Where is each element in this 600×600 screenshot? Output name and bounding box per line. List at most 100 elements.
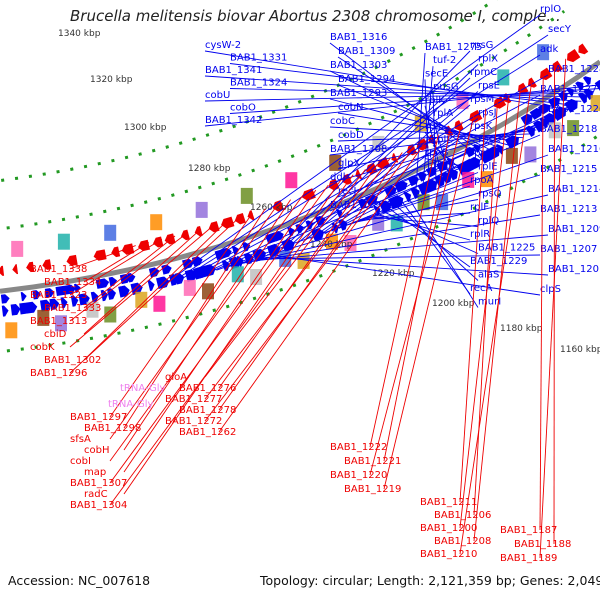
reverse-gene-label: cbiD — [44, 329, 67, 340]
forward-gene-arrow — [127, 272, 136, 283]
reverse-gene-label: radC — [84, 489, 108, 500]
reverse-callout-line — [369, 121, 463, 476]
forward-gene-arrow — [10, 303, 21, 316]
reverse-gene-label: BAB1_1304 — [70, 500, 127, 511]
forward-callout-line — [179, 54, 541, 281]
forward-gene-label: rpsL — [470, 148, 492, 159]
forward-gene-arrow — [447, 168, 458, 181]
forward-callout-line — [359, 212, 471, 221]
forward-callout-line — [432, 92, 437, 185]
genome-backbone — [0, 59, 600, 294]
trna-label: tRNA-Gly — [120, 383, 165, 394]
annotation-block — [436, 194, 449, 211]
forward-gene-label: rplO — [540, 4, 561, 15]
reverse-callout-line — [109, 203, 279, 440]
reverse-gene-label: sfsA — [70, 434, 91, 445]
forward-gene-label: BAB1_1207 — [540, 244, 597, 255]
forward-gene-arrow — [1, 305, 9, 317]
reverse-gene-label: BAB1_1189 — [500, 553, 557, 564]
reverse-gene-label: BAB1_1210 — [420, 549, 477, 560]
forward-gene-labels: rplO secY adk BAB1_1228 BAB1_1227 BAB1_1226 BA… — [164, 4, 600, 308]
reverse-gene-label: map — [84, 467, 106, 478]
reverse-gene-arrow — [234, 213, 246, 225]
forward-gene-label: BAB1_1214 — [548, 184, 600, 195]
forward-gene-label: rplR — [470, 229, 490, 240]
forward-callout-line — [432, 145, 464, 172]
reverse-callout-line — [109, 174, 354, 506]
reverse-callout-line — [218, 140, 427, 433]
forward-gene-label: BAB1_1201 — [548, 264, 600, 275]
annotation-block — [590, 95, 600, 112]
forward-callout-line — [424, 131, 457, 175]
forward-gene-label: cobC — [330, 116, 355, 127]
forward-gene-arrow — [221, 247, 232, 258]
reverse-gene-label: BAB1_1278 — [179, 405, 236, 416]
forward-gene-label: BAB1_1293 — [330, 88, 387, 99]
reverse-callout-line — [553, 66, 555, 545]
reverse-callout-line — [123, 199, 291, 451]
annotation-block — [150, 214, 163, 231]
forward-callout-line — [432, 163, 477, 173]
forward-gene-label: BAB1_1324 — [230, 78, 287, 89]
forward-callout-line — [186, 74, 549, 279]
reverse-gene-arrow — [42, 259, 52, 270]
reverse-callout-line — [69, 238, 163, 296]
reverse-gene-arrow — [578, 43, 589, 55]
forward-gene-arrow — [564, 98, 578, 113]
forward-gene-label: rpmC — [470, 67, 497, 78]
forward-gene-arrow — [49, 298, 60, 311]
annotation-block — [57, 233, 70, 250]
reverse-callout-line — [218, 163, 379, 389]
forward-gene-label: fusA — [433, 161, 455, 172]
forward-gene-label: cobU — [205, 90, 230, 101]
scale-label: 1280 kbp — [188, 164, 231, 174]
reverse-gene-arrow — [66, 254, 78, 266]
forward-gene-arrow — [95, 278, 110, 289]
forward-gene-label: rplL — [433, 134, 452, 145]
reverse-callout-line — [109, 184, 329, 484]
forward-callout-line — [288, 77, 471, 248]
reverse-gene-arrow — [221, 216, 235, 229]
reverse-gene-arrow — [111, 246, 121, 258]
annotation-block — [505, 147, 518, 164]
forward-callout-line — [171, 34, 549, 283]
forward-gene-label: glpX — [338, 158, 360, 169]
reverse-gene-label: BAB1_1277 — [165, 394, 222, 405]
reverse-gene-label: gloA — [165, 372, 187, 383]
forward-gene-label: clpS — [540, 284, 561, 295]
forward-callout-line — [337, 84, 504, 150]
scale-label: 1240 kbp — [310, 240, 353, 250]
reverse-callout-line — [204, 158, 391, 400]
forward-gene-arrow — [529, 107, 543, 120]
scale-label: 1220 kbp — [372, 269, 415, 279]
annotation-block — [344, 235, 357, 251]
forward-callout-line — [329, 126, 524, 139]
reverse-gene-arrow — [208, 221, 220, 233]
forward-callout-line — [252, 254, 541, 260]
forward-callout-line — [415, 52, 426, 195]
annotation-block — [231, 266, 244, 283]
reverse-gene-label: BAB1_1338 — [30, 264, 87, 275]
reverse-callout-line — [459, 108, 487, 503]
forward-callout-line — [329, 121, 550, 184]
map-title: Brucella melitensis biovar Abortus 2308 … — [70, 7, 561, 25]
forward-gene-arrow — [39, 299, 52, 312]
reverse-gene-arrow — [12, 264, 19, 275]
forward-callout-line — [223, 174, 541, 269]
reverse-gene-label: BAB1_1313 — [30, 316, 87, 327]
forward-gene-label: recA — [470, 283, 493, 294]
forward-callout-line — [329, 70, 497, 154]
forward-callout-line — [329, 98, 511, 146]
forward-gene-arrow — [147, 279, 155, 292]
forward-gene-label: BAB1_1295 — [330, 200, 387, 211]
forward-callout-line — [204, 50, 569, 111]
annotation-block — [37, 309, 50, 326]
reverse-gene-arrow — [366, 162, 378, 175]
forward-gene-label: BAB1_1218 — [540, 124, 597, 135]
reverse-gene-label: BAB1_1296 — [30, 368, 87, 379]
rna-labels: tRNA-Gly tRNA-Gly — [108, 383, 165, 410]
annotation-block — [135, 291, 148, 308]
forward-gene-label: BAB1_1209 — [548, 224, 600, 235]
reverse-callout-line — [109, 194, 304, 462]
